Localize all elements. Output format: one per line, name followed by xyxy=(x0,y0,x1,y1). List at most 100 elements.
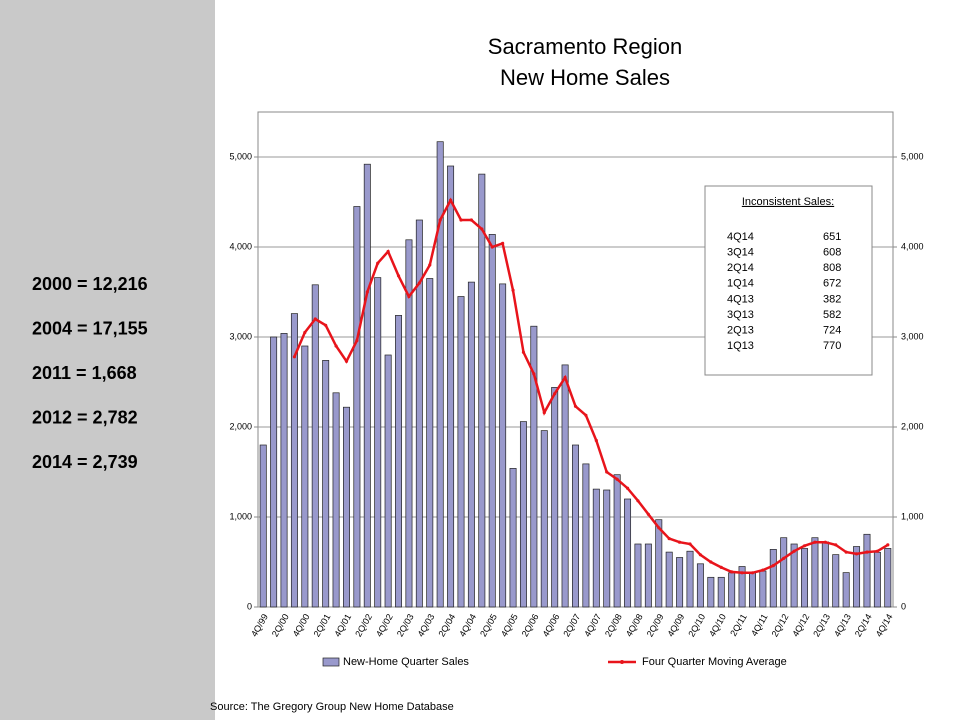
bar xyxy=(821,541,829,608)
line-marker xyxy=(782,556,786,561)
bar xyxy=(530,325,538,608)
inset-cell: 808 xyxy=(823,262,841,274)
y2-tick-label: 0 xyxy=(901,601,906,611)
x-tick-label: 2Q/06 xyxy=(520,612,541,638)
x-tick-label: 4Q/10 xyxy=(707,612,728,638)
bar xyxy=(811,537,819,608)
line-marker xyxy=(740,571,744,575)
line-marker xyxy=(875,549,879,553)
bar xyxy=(280,333,288,608)
x-tick-label: 4Q/08 xyxy=(624,612,645,638)
bar xyxy=(624,498,632,608)
x-tick-label: 4Q/14 xyxy=(874,612,895,638)
bar xyxy=(540,430,548,608)
y-tick-label: 3,000 xyxy=(229,331,252,341)
inset-cell: 582 xyxy=(823,309,841,321)
bar xyxy=(592,488,600,608)
bar xyxy=(384,354,392,608)
line-marker xyxy=(771,564,775,568)
inset-box xyxy=(704,185,873,376)
bar xyxy=(842,572,850,608)
bar xyxy=(509,468,517,608)
x-tick-label: 2Q/04 xyxy=(436,612,457,638)
x-tick-label: 4Q/07 xyxy=(582,612,603,638)
line-marker xyxy=(605,470,609,474)
line-marker xyxy=(667,537,671,541)
line-marker xyxy=(698,553,703,557)
line-marker xyxy=(428,263,432,267)
bar xyxy=(436,141,444,608)
x-tick-label: 2Q/13 xyxy=(811,612,832,638)
line-marker xyxy=(750,571,755,575)
x-tick-label: 4Q/05 xyxy=(499,612,520,638)
line-marker xyxy=(355,339,359,343)
inset-cell: 4Q14 xyxy=(727,231,754,243)
line-marker xyxy=(313,317,317,321)
legend-swatch xyxy=(322,657,340,667)
y-tick-label: 5,000 xyxy=(229,151,252,161)
bar xyxy=(634,543,642,608)
line-marker xyxy=(719,565,723,570)
legend-marker xyxy=(620,660,624,664)
bar xyxy=(613,474,621,608)
bar xyxy=(551,387,559,608)
line-marker xyxy=(480,227,484,231)
bar xyxy=(572,444,579,608)
x-tick-label: 4Q/99 xyxy=(249,612,270,638)
line-marker xyxy=(813,540,817,544)
bar xyxy=(457,296,465,608)
bar xyxy=(644,543,652,608)
bar xyxy=(665,551,673,608)
bar xyxy=(488,234,496,608)
line-marker xyxy=(792,549,796,553)
line-marker xyxy=(823,540,827,544)
x-tick-label: 2Q/12 xyxy=(770,612,791,638)
line-marker xyxy=(511,288,515,292)
line-marker xyxy=(469,218,474,222)
bar xyxy=(290,313,298,608)
x-tick-label: 4Q/04 xyxy=(457,612,478,638)
side-panel xyxy=(0,0,215,720)
bar xyxy=(801,548,808,608)
x-tick-label: 2Q/07 xyxy=(561,612,582,638)
line-marker xyxy=(844,550,848,554)
bar xyxy=(311,284,319,608)
inset-cell: 2Q13 xyxy=(727,325,754,337)
x-tick-label: 2Q/09 xyxy=(645,612,666,638)
line-marker xyxy=(553,392,557,396)
inset-cell: 651 xyxy=(823,231,841,243)
bar xyxy=(676,557,684,608)
x-tick-label: 4Q/06 xyxy=(541,612,562,638)
line-marker xyxy=(730,570,734,574)
bar xyxy=(478,173,486,608)
line-marker xyxy=(324,323,328,327)
bar xyxy=(343,406,350,608)
x-tick-label: 2Q/01 xyxy=(312,612,333,638)
line-marker xyxy=(761,568,765,572)
line-marker xyxy=(646,512,650,516)
x-tick-label: 4Q/01 xyxy=(332,612,353,638)
bar xyxy=(519,421,527,608)
bar xyxy=(780,537,788,608)
y-tick-label: 1,000 xyxy=(229,511,252,521)
legend-label: Four Quarter Moving Average xyxy=(642,656,787,668)
line-marker xyxy=(448,198,453,202)
bar xyxy=(728,572,736,608)
bar xyxy=(415,219,423,608)
source: Source: The Gregory Group New Home Datab… xyxy=(210,701,454,713)
line-marker xyxy=(886,543,890,547)
x-tick-label: 2Q/10 xyxy=(686,612,707,638)
bar xyxy=(395,315,403,608)
y-tick-label: 0 xyxy=(247,601,252,611)
line-marker xyxy=(615,477,619,481)
inset-cell: 672 xyxy=(823,278,841,290)
bar xyxy=(832,554,840,608)
inset-cell: 770 xyxy=(823,340,841,352)
bar xyxy=(374,277,382,608)
bar xyxy=(655,519,663,608)
x-tick-label: 2Q/08 xyxy=(603,612,624,638)
inset-cell: 2Q14 xyxy=(727,262,754,274)
bar xyxy=(748,572,756,608)
annotation: 2004 = 17,155 xyxy=(32,318,148,338)
line-marker xyxy=(396,274,401,278)
